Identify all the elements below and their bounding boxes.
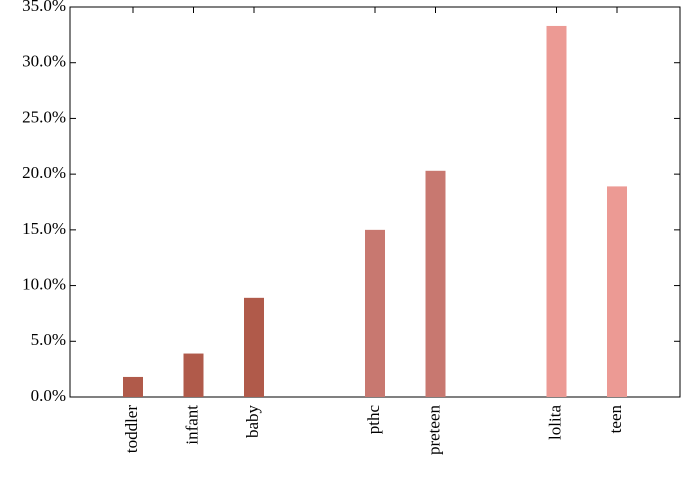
y-tick-label: 15.0% (22, 219, 66, 238)
x-tick-label: teen (606, 405, 625, 434)
bar (546, 25, 567, 397)
bar (244, 297, 264, 397)
y-tick-label: 20.0% (22, 163, 66, 182)
x-tick-label: preteen (424, 405, 443, 456)
y-tick-label: 35.0% (22, 0, 66, 15)
x-tick-label: infant (182, 405, 201, 445)
y-tick-label: 10.0% (22, 274, 66, 293)
x-tick-label: baby (243, 405, 262, 439)
y-tick-label: 0.0% (31, 386, 66, 405)
x-tick-label: pthc (364, 405, 383, 435)
bar (607, 186, 627, 397)
bar (425, 170, 446, 397)
bar (365, 229, 385, 397)
bar (183, 353, 204, 397)
y-tick-label: 30.0% (22, 52, 66, 71)
y-tick-label: 5.0% (31, 330, 66, 349)
y-tick-label: 25.0% (22, 107, 66, 126)
x-tick-label: toddler (122, 405, 141, 453)
bar (123, 376, 143, 397)
x-tick-label: lolita (545, 405, 564, 440)
